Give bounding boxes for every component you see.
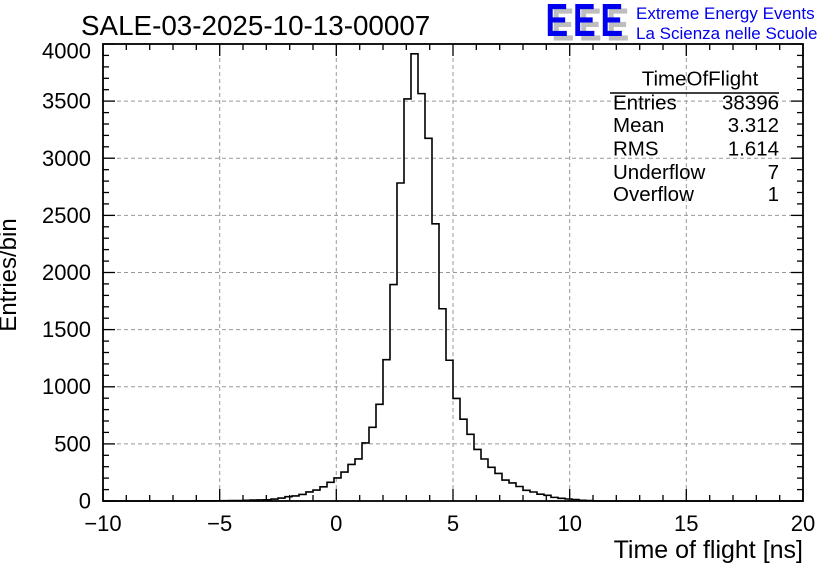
svg-text:−5: −5 xyxy=(207,511,232,536)
svg-text:Time of flight [ns]: Time of flight [ns] xyxy=(614,536,803,564)
svg-text:500: 500 xyxy=(54,431,91,456)
svg-text:E: E xyxy=(601,0,624,46)
svg-text:2500: 2500 xyxy=(42,203,91,228)
svg-text:TimeOfFlight: TimeOfFlight xyxy=(642,68,759,91)
svg-text:Mean: Mean xyxy=(613,114,664,137)
svg-text:0: 0 xyxy=(330,511,342,536)
svg-text:Entries/bin: Entries/bin xyxy=(0,218,22,331)
svg-text:2000: 2000 xyxy=(42,260,91,285)
svg-text:E: E xyxy=(573,0,596,46)
svg-text:RMS: RMS xyxy=(613,137,659,160)
svg-text:1: 1 xyxy=(768,183,779,206)
svg-text:Overflow: Overflow xyxy=(613,183,694,206)
svg-text:Entries: Entries xyxy=(613,92,677,115)
svg-text:20: 20 xyxy=(791,511,815,536)
svg-text:4000: 4000 xyxy=(42,39,91,64)
svg-text:−10: −10 xyxy=(84,511,121,536)
svg-text:E: E xyxy=(546,0,569,46)
svg-text:Underflow: Underflow xyxy=(613,161,705,184)
svg-text:La Scienza nelle Scuole: La Scienza nelle Scuole xyxy=(636,24,817,43)
svg-text:3500: 3500 xyxy=(42,89,91,114)
svg-text:5: 5 xyxy=(447,511,459,536)
svg-text:15: 15 xyxy=(674,511,698,536)
svg-text:7: 7 xyxy=(768,161,779,184)
svg-text:10: 10 xyxy=(557,511,581,536)
svg-text:1.614: 1.614 xyxy=(728,137,779,160)
svg-text:Extreme Energy Events: Extreme Energy Events xyxy=(636,4,815,23)
svg-text:3000: 3000 xyxy=(42,146,91,171)
svg-text:1000: 1000 xyxy=(42,374,91,399)
svg-text:SALE-03-2025-10-13-00007: SALE-03-2025-10-13-00007 xyxy=(81,10,430,41)
svg-text:38396: 38396 xyxy=(722,92,779,115)
svg-text:1500: 1500 xyxy=(42,317,91,342)
svg-text:3.312: 3.312 xyxy=(728,114,779,137)
svg-text:0: 0 xyxy=(79,489,91,514)
